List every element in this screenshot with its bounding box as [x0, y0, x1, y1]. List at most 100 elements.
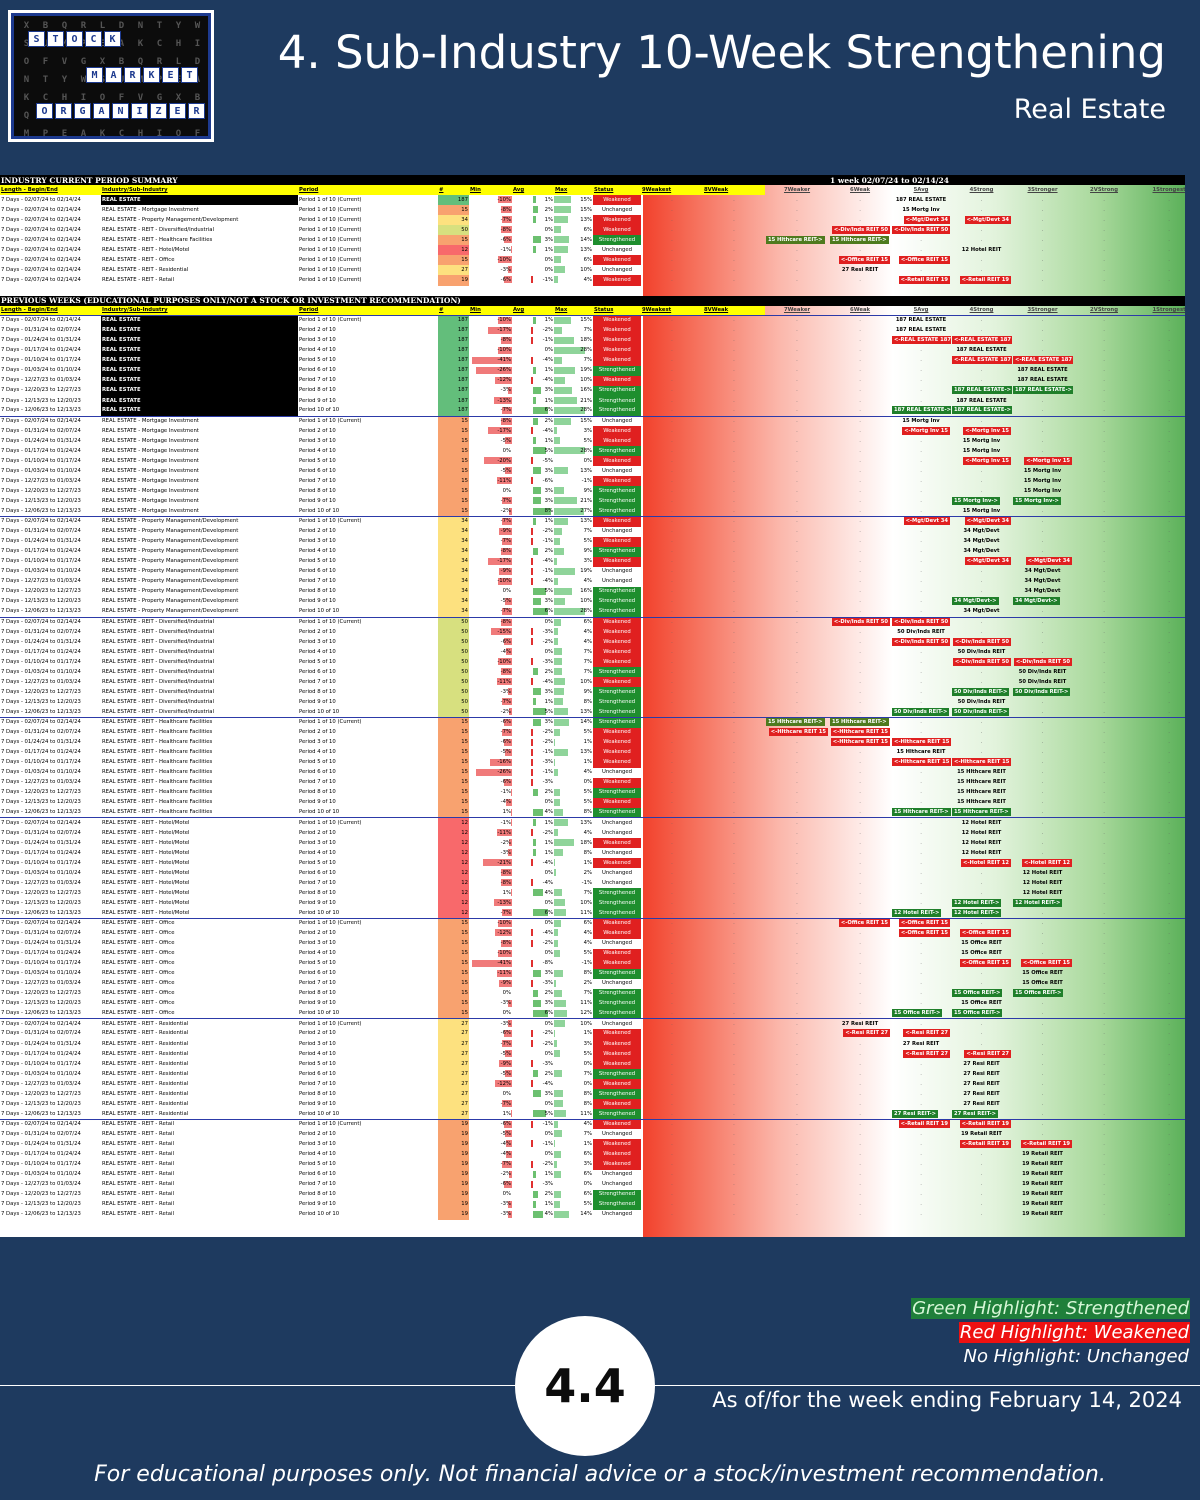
- strength-cell: .: [920, 1000, 922, 1007]
- strength-cell: <-REAL ESTATE 187: [951, 356, 1013, 366]
- strength-cell: <-Mortg Inv 15: [951, 426, 1012, 436]
- max-cell: 4%: [554, 627, 593, 637]
- strength-label: 15 Office REIT: [961, 940, 1002, 947]
- strength-cell: .: [1041, 648, 1044, 655]
- length-cell: 7 Days - 01/31/24 to 02/07/24: [1, 829, 81, 836]
- max-bar: [554, 256, 561, 264]
- strength-cell: .: [1103, 216, 1105, 223]
- min-bar: [498, 256, 512, 264]
- table-row: 7 Days - 02/07/24 to 02/14/24 REAL ESTATE…: [0, 205, 1185, 216]
- max-value: 6%: [583, 1171, 592, 1178]
- strength-cell: .: [920, 357, 922, 364]
- count-cell: 34: [438, 596, 469, 607]
- length-cell: 7 Days - 01/24/24 to 01/31/24: [1, 1140, 81, 1147]
- strength-cell: .: [1041, 839, 1044, 846]
- strength-cell: .: [859, 1090, 861, 1097]
- strength-cell: .: [765, 1118, 830, 1130]
- table-row: 7 Days - 02/07/24 to 02/14/24 REAL ESTATE…: [0, 315, 1185, 326]
- period-cell: Period 5 of 10: [299, 960, 336, 967]
- strength-cell: .: [980, 970, 983, 977]
- avg-bar: [531, 427, 533, 435]
- avg-cell: -3%: [512, 657, 554, 667]
- period-cell: Period 8 of 10: [299, 588, 336, 595]
- length-cell: 7 Days - 02/07/24 to 02/14/24: [1, 276, 81, 283]
- max-cell: 7%: [554, 326, 593, 336]
- strength-cell: .: [1103, 457, 1105, 464]
- max-cell: 8%: [554, 808, 593, 818]
- strength-label: 15 Office REIT: [1022, 980, 1063, 987]
- min-cell: 0%: [469, 989, 512, 999]
- strength-cell: .: [1103, 779, 1105, 786]
- status-cell: Unchanged: [593, 1018, 641, 1029]
- max-cell: 8%: [554, 1099, 593, 1109]
- max-value: 19%: [580, 568, 592, 575]
- min-cell: -7%: [469, 697, 512, 707]
- strength-cell: 15 Mortg Inv: [1012, 486, 1073, 496]
- min-cell: -10%: [469, 577, 512, 587]
- max-cell: 6%: [554, 917, 593, 929]
- strength-label: <-Div/Inds REIT 50: [892, 618, 951, 626]
- avg-value: -1%: [542, 1140, 553, 1147]
- strength-cell: .: [920, 347, 922, 354]
- avg-cell: -4%: [512, 356, 554, 366]
- strength-label: 15 Hlthcare REIT: [957, 779, 1006, 786]
- max-cell: 5%: [554, 728, 593, 738]
- strength-label: 15 Mortg Inv: [1023, 477, 1062, 484]
- strength-cell: .: [796, 477, 798, 484]
- status-cell: Strengthened: [593, 586, 641, 597]
- strength-label: 19 Retail REIT: [961, 1130, 1002, 1137]
- strength-cell: .: [920, 980, 922, 987]
- count-cell: 12: [438, 838, 469, 849]
- strength-cell: 12 Hotel REIT: [951, 848, 1012, 858]
- status-cell: Weakened: [593, 928, 641, 939]
- strength-cell: .: [1103, 347, 1105, 354]
- max-value: 1%: [583, 739, 592, 746]
- strength-cell: .: [920, 437, 922, 444]
- min-cell: -5%: [469, 436, 512, 446]
- strength-cell: .: [703, 917, 765, 929]
- strength-cell: .: [920, 1151, 922, 1158]
- max-cell: 15%: [554, 315, 593, 326]
- strength-cell: <-Mgt/Devt 34: [891, 215, 951, 225]
- column-header: 3Stronger: [1027, 307, 1058, 314]
- strength-cell: .: [733, 1000, 735, 1007]
- legend-weakened: Red Highlight: Weakened: [958, 1322, 1190, 1343]
- avg-value: 1%: [544, 1201, 553, 1208]
- max-value: 7%: [583, 648, 592, 655]
- logo-filler-letter: R: [156, 57, 163, 67]
- industry-cell: REAL ESTATE - REIT - Retail: [102, 1130, 174, 1137]
- strength-cell: .: [1103, 889, 1105, 896]
- table-row: 7 Days - 12/20/23 to 12/27/23 REAL ESTATE…: [0, 586, 1185, 597]
- strength-cell: .: [733, 1151, 735, 1158]
- table-row: 7 Days - 01/10/24 to 01/17/24 REAL ESTATE…: [0, 958, 1185, 969]
- industry-cell: REAL ESTATE - REIT - Diversified/Industr…: [102, 698, 214, 705]
- table-row: 7 Days - 02/07/24 to 02/14/24 REAL ESTATE…: [0, 1118, 1185, 1130]
- status-cell: Weakened: [593, 627, 641, 638]
- min-value: 1%: [502, 809, 511, 816]
- table-row: 7 Days - 01/31/24 to 02/07/24 REAL ESTATE…: [0, 325, 1185, 336]
- max-bar: [554, 688, 564, 696]
- industry-cell: REAL ESTATE: [101, 335, 298, 346]
- strength-cell: .: [859, 347, 861, 354]
- max-cell: 16%: [554, 386, 593, 396]
- min-bar: [500, 668, 512, 676]
- strength-cell: .: [1012, 1118, 1074, 1130]
- avg-cell: -4%: [512, 557, 554, 567]
- strength-cell: 50 Div/Inds REIT->: [951, 707, 1012, 717]
- min-value: -3%: [500, 1000, 511, 1007]
- avg-cell: 2%: [512, 205, 554, 215]
- avg-cell: 2%: [512, 1069, 554, 1079]
- avg-bar: [531, 537, 533, 545]
- strength-cell: .: [859, 638, 861, 645]
- strength-cell: 187 REAL ESTATE: [1012, 376, 1073, 386]
- min-cell: -20%: [469, 456, 512, 466]
- period-cell: Period 6 of 10: [299, 769, 336, 776]
- avg-value: 3%: [544, 719, 553, 726]
- strength-cell: .: [733, 216, 735, 223]
- strength-label: <-Resi REIT 27: [903, 1029, 951, 1038]
- strength-cell: .: [1168, 779, 1170, 786]
- avg-bar: [531, 577, 533, 585]
- table-row: 7 Days - 12/06/23 to 12/13/23 REAL ESTATE…: [0, 707, 1185, 718]
- strength-cell: <-Office REIT 15: [891, 917, 952, 929]
- strength-cell: .: [733, 688, 735, 695]
